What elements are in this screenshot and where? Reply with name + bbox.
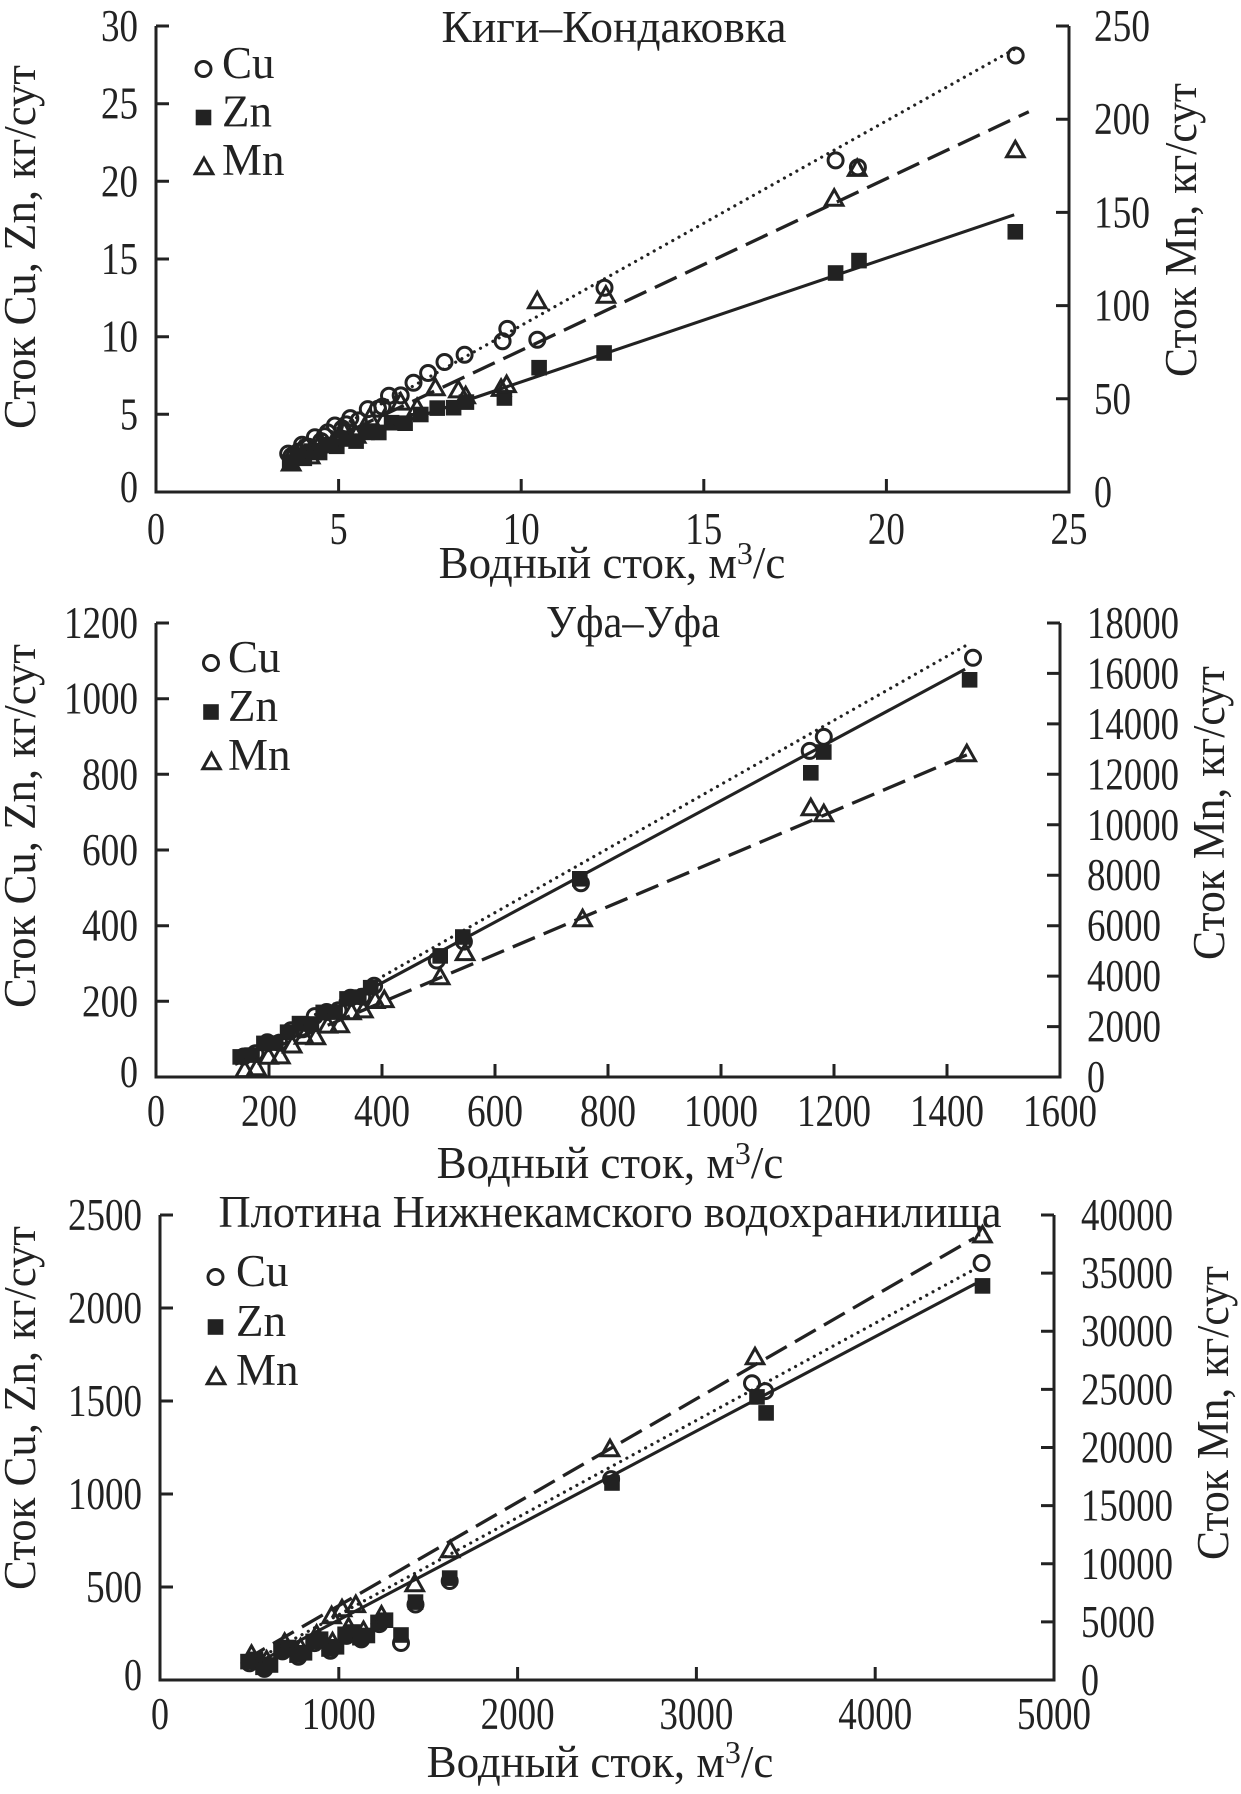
- svg-text:1200: 1200: [797, 1086, 871, 1136]
- svg-text:Сток Mn, кг/сут: Сток Mn, кг/сут: [1188, 1266, 1238, 1560]
- svg-text:8000: 8000: [1087, 850, 1161, 900]
- svg-text:30000: 30000: [1081, 1306, 1173, 1356]
- svg-text:0: 0: [1081, 1655, 1099, 1705]
- svg-text:200: 200: [82, 976, 138, 1026]
- svg-text:Cu: Cu: [236, 1246, 289, 1296]
- svg-text:Cu: Cu: [222, 38, 275, 88]
- svg-text:10000: 10000: [1081, 1539, 1173, 1589]
- svg-text:100: 100: [1094, 281, 1150, 331]
- svg-text:200: 200: [241, 1086, 297, 1136]
- svg-text:5: 5: [120, 389, 138, 439]
- svg-text:0: 0: [147, 504, 165, 554]
- svg-text:25: 25: [101, 79, 138, 129]
- svg-text:1000: 1000: [684, 1086, 758, 1136]
- svg-text:15: 15: [101, 234, 138, 284]
- svg-text:150: 150: [1094, 187, 1150, 237]
- svg-text:18000: 18000: [1087, 598, 1179, 648]
- svg-text:400: 400: [354, 1086, 410, 1136]
- svg-text:1000: 1000: [68, 1469, 142, 1519]
- svg-text:5000: 5000: [1081, 1597, 1155, 1647]
- svg-text:5: 5: [330, 504, 348, 554]
- svg-text:Сток Mn, кг/сут: Сток Mn, кг/сут: [1184, 666, 1234, 960]
- svg-text:400: 400: [82, 901, 138, 951]
- svg-text:20: 20: [101, 156, 138, 206]
- svg-text:Сток Cu, Zn, кг/сут: Сток Cu, Zn, кг/сут: [0, 1226, 45, 1590]
- svg-text:500: 500: [86, 1562, 142, 1612]
- svg-text:0: 0: [1094, 467, 1112, 517]
- svg-text:Водный сток, м3/с: Водный сток, м3/с: [439, 535, 786, 588]
- svg-text:2500: 2500: [68, 1190, 142, 1240]
- svg-text:0: 0: [151, 1689, 169, 1739]
- svg-text:Zn: Zn: [236, 1296, 286, 1346]
- svg-text:Уфа–Уфа: Уфа–Уфа: [546, 596, 720, 647]
- svg-text:1400: 1400: [910, 1086, 984, 1136]
- svg-text:10: 10: [503, 504, 540, 554]
- svg-text:2000: 2000: [481, 1689, 555, 1739]
- svg-text:Сток Mn, кг/сут: Сток Mn, кг/сут: [1156, 83, 1206, 377]
- svg-text:20: 20: [868, 504, 905, 554]
- svg-text:25000: 25000: [1081, 1364, 1173, 1414]
- svg-text:4000: 4000: [838, 1689, 912, 1739]
- svg-text:35000: 35000: [1081, 1248, 1173, 1298]
- svg-text:800: 800: [580, 1086, 636, 1136]
- svg-text:0: 0: [120, 1047, 138, 1097]
- svg-text:10: 10: [101, 312, 138, 362]
- svg-text:Сток Cu, Zn, кг/сут: Сток Cu, Zn, кг/сут: [0, 644, 45, 1008]
- svg-text:Cu: Cu: [228, 632, 281, 682]
- svg-text:15: 15: [685, 504, 722, 554]
- svg-text:Киги–Кондаковка: Киги–Кондаковка: [442, 1, 787, 52]
- svg-text:600: 600: [82, 825, 138, 875]
- svg-text:6000: 6000: [1087, 901, 1161, 951]
- svg-text:Плотина Нижнекамского водохран: Плотина Нижнекамского водохранилища: [219, 1186, 1002, 1237]
- svg-text:12000: 12000: [1087, 749, 1179, 799]
- svg-text:1600: 1600: [1023, 1086, 1097, 1136]
- svg-text:1000: 1000: [302, 1689, 376, 1739]
- svg-text:2000: 2000: [68, 1283, 142, 1333]
- svg-text:0: 0: [124, 1650, 142, 1700]
- svg-text:1200: 1200: [64, 598, 138, 648]
- svg-text:Zn: Zn: [228, 681, 278, 731]
- svg-text:800: 800: [82, 749, 138, 799]
- svg-text:2000: 2000: [1087, 1002, 1161, 1052]
- svg-text:50: 50: [1094, 374, 1131, 424]
- svg-text:30: 30: [101, 1, 138, 51]
- svg-text:200: 200: [1094, 94, 1150, 144]
- svg-text:3000: 3000: [659, 1689, 733, 1739]
- svg-text:1000: 1000: [64, 674, 138, 724]
- svg-text:600: 600: [467, 1086, 523, 1136]
- svg-text:5000: 5000: [1017, 1689, 1091, 1739]
- svg-text:16000: 16000: [1087, 648, 1179, 698]
- svg-text:14000: 14000: [1087, 699, 1179, 749]
- svg-text:Сток Cu, Zn, кг/сут: Сток Cu, Zn, кг/сут: [0, 65, 45, 429]
- svg-text:Mn: Mn: [236, 1345, 299, 1395]
- svg-text:4000: 4000: [1087, 951, 1161, 1001]
- svg-text:Водный сток, м3/с: Водный сток, м3/с: [427, 1734, 774, 1787]
- svg-text:25: 25: [1051, 504, 1088, 554]
- svg-text:1500: 1500: [68, 1376, 142, 1426]
- svg-text:0: 0: [147, 1086, 165, 1136]
- svg-text:10000: 10000: [1087, 800, 1179, 850]
- svg-text:Zn: Zn: [222, 87, 272, 137]
- svg-text:0: 0: [120, 462, 138, 512]
- svg-text:0: 0: [1087, 1052, 1105, 1102]
- svg-text:Mn: Mn: [228, 730, 291, 780]
- svg-text:20000: 20000: [1081, 1423, 1173, 1473]
- svg-text:250: 250: [1094, 1, 1150, 51]
- svg-text:40000: 40000: [1081, 1190, 1173, 1240]
- svg-text:Mn: Mn: [222, 135, 285, 185]
- svg-text:15000: 15000: [1081, 1481, 1173, 1531]
- svg-text:Водный сток, м3/с: Водный сток, м3/с: [437, 1135, 784, 1188]
